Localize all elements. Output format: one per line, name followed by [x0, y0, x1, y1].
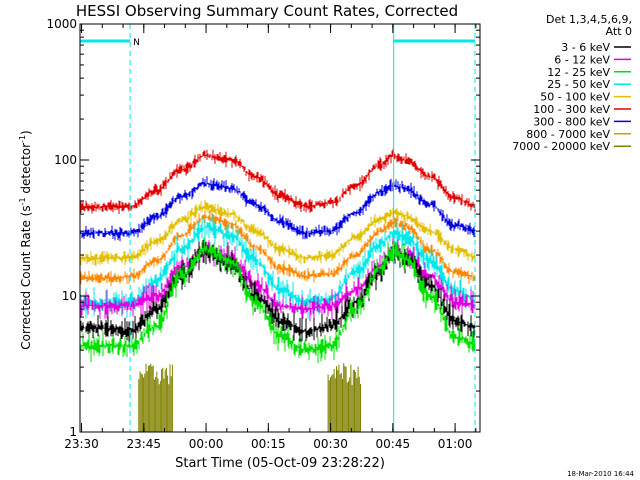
y-label-sup-2: -1 [18, 135, 27, 143]
y-label-part-3: ) [19, 130, 33, 135]
x-tick-label: 01:00 [438, 437, 473, 451]
legend-label-4: 50 - 100 keV [540, 91, 610, 104]
y-label-sup-1: -1 [18, 197, 27, 205]
spike-burst-1 [138, 363, 173, 432]
y-tick-label: 1 [69, 425, 77, 439]
legend-label-5: 100 - 300 keV [533, 103, 610, 116]
footer-timestamp: 18-Mar-2010 16:44 [567, 470, 634, 478]
y-tick-label: 1000 [46, 17, 77, 31]
legend-label-8: 7000 - 20000 keV [512, 140, 610, 153]
x-axis-label: Start Time (05-Oct-09 23:28:22) [175, 456, 385, 471]
legend-label-1: 6 - 12 keV [554, 53, 610, 66]
legend-header-line-1: Det 1,3,4,5,6,9, [546, 13, 632, 26]
y-axis-label: Corrected Count Rate (s-1 detector-1) [18, 130, 33, 349]
legend-label-2: 12 - 25 keV [547, 66, 610, 79]
x-tick-label: 00:45 [376, 437, 411, 451]
x-tick-label: 00:30 [313, 437, 348, 451]
x-tick-label: 00:15 [251, 437, 286, 451]
y-label-part-1: Corrected Count Rate (s [19, 205, 33, 349]
series-6-trace [79, 176, 476, 242]
series-5-trace [79, 149, 476, 214]
chart-title: HESSI Observing Summary Count Rates, Cor… [76, 2, 458, 20]
x-tick-label: 00:00 [189, 437, 224, 451]
x-tick-label: 23:30 [64, 437, 99, 451]
plot-area: N 1 10 100 1000 23:30 23:45 00:00 00:15 00:30 00:4… [46, 17, 481, 451]
y-tick-label: 10 [62, 289, 77, 303]
marker-bar-label: N [133, 38, 140, 48]
legend-label-6: 300 - 800 keV [533, 115, 610, 128]
spike-burst-2 [327, 363, 361, 432]
legend-label-0: 3 - 6 keV [561, 41, 610, 54]
y-tick-label: 100 [54, 153, 77, 167]
legend-label-3: 25 - 50 keV [547, 78, 610, 91]
legend-header-line-2: Att 0 [606, 25, 632, 38]
x-tick-label: 23:45 [126, 437, 161, 451]
legend-label-7: 800 - 7000 keV [526, 128, 610, 141]
y-label-part-2: detector [19, 143, 33, 198]
plot-frame [79, 23, 481, 433]
